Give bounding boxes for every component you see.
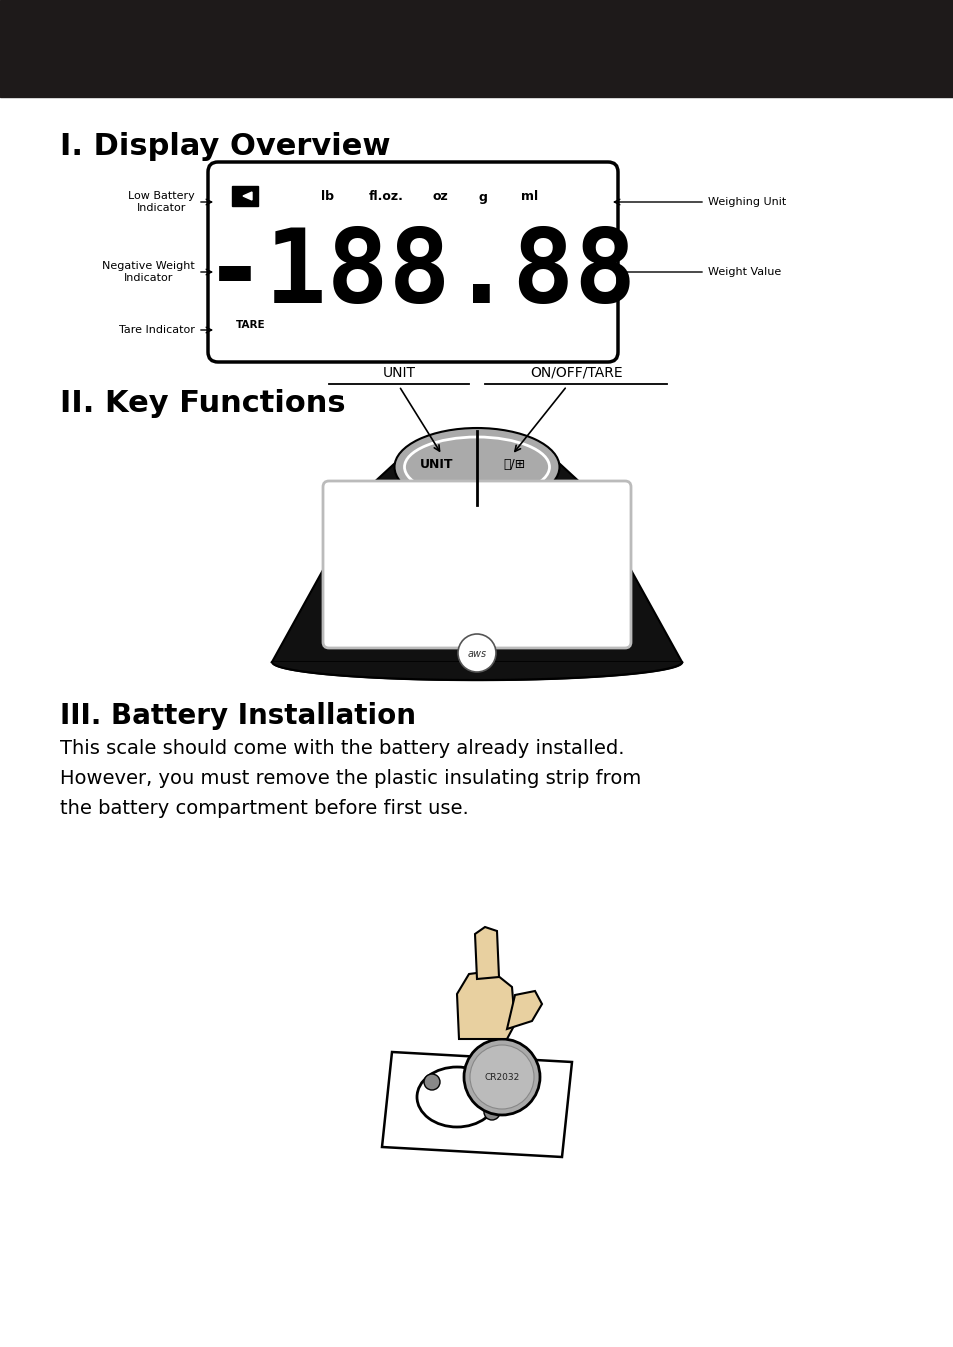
Circle shape xyxy=(463,1039,539,1115)
Text: CR2032: CR2032 xyxy=(484,1072,519,1082)
Text: I. Display Overview: I. Display Overview xyxy=(60,132,390,162)
Bar xyxy=(232,186,257,206)
Polygon shape xyxy=(381,1052,572,1157)
Text: UNIT: UNIT xyxy=(420,458,454,471)
Text: Tare Indicator: Tare Indicator xyxy=(119,325,194,335)
Text: II. Key Functions: II. Key Functions xyxy=(60,389,345,418)
Polygon shape xyxy=(456,971,515,1039)
Text: -188.88: -188.88 xyxy=(204,224,637,325)
Polygon shape xyxy=(475,927,498,979)
Text: ⏻/⊞: ⏻/⊞ xyxy=(503,458,525,471)
FancyBboxPatch shape xyxy=(323,481,630,648)
Circle shape xyxy=(483,1105,499,1119)
Text: fl.oz.: fl.oz. xyxy=(368,190,403,203)
Text: Low Battery
Indicator: Low Battery Indicator xyxy=(128,191,194,213)
FancyBboxPatch shape xyxy=(208,162,618,362)
Text: Negative Weight
Indicator: Negative Weight Indicator xyxy=(102,261,194,283)
Polygon shape xyxy=(506,991,541,1029)
Text: ON/OFF/TARE: ON/OFF/TARE xyxy=(530,366,622,380)
Text: lb: lb xyxy=(320,190,334,203)
Polygon shape xyxy=(243,193,252,199)
Text: ml: ml xyxy=(521,190,538,203)
Circle shape xyxy=(457,634,496,672)
Bar xyxy=(0,0,953,97)
Text: Weight Value: Weight Value xyxy=(707,267,781,277)
Text: However, you must remove the plastic insulating strip from: However, you must remove the plastic ins… xyxy=(60,769,640,788)
Text: aws: aws xyxy=(467,649,486,659)
Text: Weighing Unit: Weighing Unit xyxy=(707,197,785,207)
Text: TARE: TARE xyxy=(235,321,265,330)
Text: This scale should come with the battery already installed.: This scale should come with the battery … xyxy=(60,740,624,758)
Text: g: g xyxy=(478,190,487,203)
Text: oz: oz xyxy=(432,190,448,203)
Text: the battery compartment before first use.: the battery compartment before first use… xyxy=(60,799,468,818)
Ellipse shape xyxy=(395,428,558,506)
Circle shape xyxy=(423,1074,439,1090)
Polygon shape xyxy=(272,440,681,661)
Circle shape xyxy=(470,1045,534,1109)
Text: UNIT: UNIT xyxy=(382,366,416,380)
Text: Max 5kg x 1g Max 11lb x 0.1oz: Max 5kg x 1g Max 11lb x 0.1oz xyxy=(385,523,568,536)
Text: III. Battery Installation: III. Battery Installation xyxy=(60,702,416,730)
